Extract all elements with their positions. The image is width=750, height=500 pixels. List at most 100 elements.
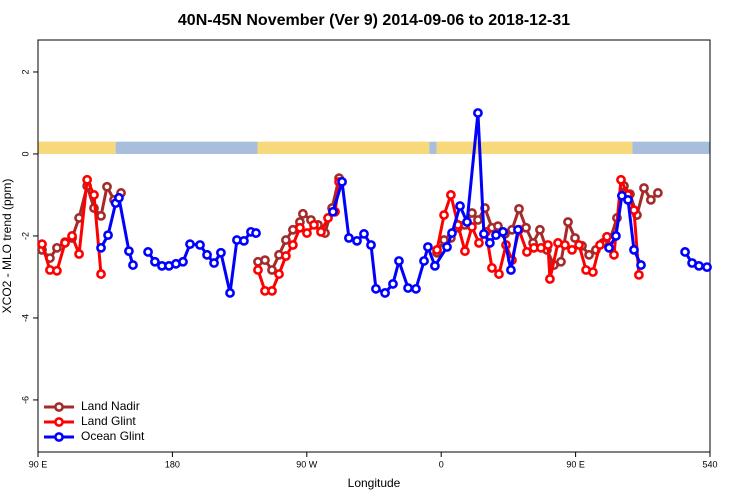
data-point	[616, 174, 626, 185]
data-point	[522, 247, 532, 257]
land-ocean-strip	[632, 141, 710, 154]
data-point	[344, 233, 354, 243]
x-tick-label: 180	[165, 459, 180, 469]
data-point	[359, 229, 369, 239]
data-point	[274, 269, 284, 279]
data-point	[298, 208, 308, 219]
legend-label: Ocean Glint	[81, 429, 145, 443]
data-point	[419, 256, 429, 266]
data-point	[636, 260, 646, 270]
data-point	[447, 228, 457, 238]
land-ocean-strip	[115, 141, 258, 154]
data-point	[74, 249, 84, 259]
data-point	[513, 224, 523, 235]
series-line	[99, 111, 708, 295]
data-point	[602, 231, 612, 242]
data-point	[595, 240, 605, 250]
data-point	[411, 283, 421, 294]
data-point	[52, 265, 62, 276]
data-point	[209, 258, 219, 268]
data-point	[473, 215, 483, 225]
data-point	[494, 269, 504, 279]
data-point	[37, 239, 47, 250]
data-point	[535, 224, 545, 235]
y-tick-label: -6	[20, 396, 30, 404]
data-point	[652, 188, 663, 198]
data-point	[543, 240, 553, 250]
y-tick-label: 0	[20, 151, 30, 156]
data-point	[253, 265, 263, 275]
data-point	[639, 183, 649, 193]
data-point	[394, 256, 404, 266]
data-point	[225, 288, 235, 298]
data-point	[267, 285, 277, 296]
legend-label: Land Glint	[81, 414, 136, 428]
data-point	[498, 226, 508, 237]
data-point	[430, 260, 440, 271]
data-point	[623, 194, 633, 205]
data-point	[216, 247, 226, 258]
data-point	[323, 213, 333, 223]
data-point	[267, 265, 277, 275]
data-point	[260, 255, 270, 266]
data-point	[67, 231, 77, 241]
data-point	[82, 174, 93, 185]
data-point	[680, 247, 690, 257]
data-point	[604, 242, 614, 253]
data-point	[570, 233, 580, 243]
legend-marker	[54, 432, 64, 442]
data-point	[96, 269, 106, 279]
data-point	[371, 283, 381, 294]
data-point	[567, 244, 577, 255]
data-point	[455, 201, 465, 211]
data-point	[103, 230, 113, 241]
data-point	[506, 265, 516, 275]
data-point	[302, 228, 312, 238]
x-axis-label: Longitude	[348, 476, 401, 490]
data-point	[96, 210, 106, 221]
land-ocean-strip	[429, 141, 437, 154]
y-tick-label: 2	[20, 69, 30, 74]
data-point	[195, 240, 205, 250]
data-point	[634, 270, 644, 280]
data-point	[423, 242, 433, 252]
legend-marker	[54, 417, 64, 427]
data-point	[609, 249, 619, 260]
legend-label: Land Nadir	[81, 399, 140, 413]
data-point	[560, 240, 570, 250]
x-tick-label: 0	[439, 459, 444, 469]
data-point	[60, 238, 70, 248]
data-point	[460, 246, 470, 257]
data-point	[479, 229, 489, 239]
data-point	[52, 242, 62, 253]
data-point	[102, 181, 112, 192]
data-point	[316, 226, 326, 237]
data-point	[545, 274, 555, 284]
data-point	[574, 240, 584, 250]
data-point	[403, 283, 413, 293]
chart-title: 40N-45N November (Ver 9) 2014-09-06 to 2…	[178, 12, 570, 29]
data-point	[439, 210, 449, 220]
data-point	[280, 235, 291, 245]
data-point	[128, 260, 138, 270]
x-tick-label: 90 E	[29, 459, 48, 469]
data-point	[446, 190, 456, 200]
x-tick-label: 90 E	[566, 459, 585, 469]
data-point	[588, 267, 598, 277]
data-point	[514, 203, 524, 214]
land-ocean-strip	[257, 141, 430, 154]
data-point	[388, 279, 398, 289]
data-point	[484, 238, 495, 248]
data-point	[328, 206, 338, 217]
data-point	[702, 262, 712, 273]
data-point	[487, 263, 497, 273]
data-point	[288, 240, 298, 250]
land-ocean-strip	[38, 141, 116, 154]
data-point	[96, 242, 106, 253]
data-point	[366, 240, 376, 250]
data-point	[202, 249, 212, 260]
data-point	[629, 205, 639, 216]
data-point	[442, 242, 452, 252]
data-point	[493, 221, 503, 232]
data-point	[251, 228, 261, 238]
